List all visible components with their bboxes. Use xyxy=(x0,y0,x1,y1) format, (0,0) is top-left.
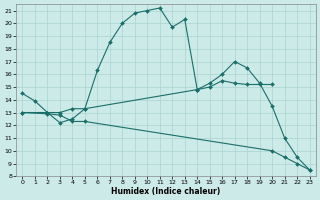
X-axis label: Humidex (Indice chaleur): Humidex (Indice chaleur) xyxy=(111,187,221,196)
